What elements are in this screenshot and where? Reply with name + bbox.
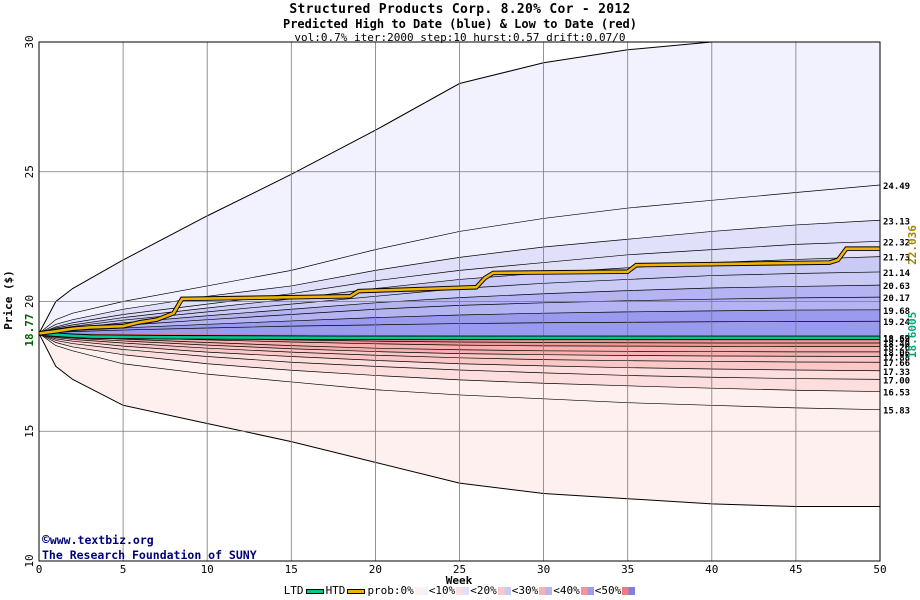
blue-band-5: [39, 271, 880, 334]
start-price-label: 18.77: [23, 313, 36, 346]
x-tick-label: 20: [369, 563, 382, 576]
quantile-end-label: 22.32: [883, 238, 910, 248]
quantile-end-label: 18.26: [883, 344, 910, 354]
quantile-end-label: 19.24: [883, 318, 911, 328]
red-band-2: [39, 333, 880, 392]
legend-swatch-5: [622, 587, 636, 595]
price-paths: [38, 246, 880, 341]
quantile-end-label: 21.73: [883, 254, 910, 264]
chart-subtitle: Predicted High to Date (blue) & Low to D…: [282, 16, 637, 31]
quantile-end-label: 20.63: [883, 282, 910, 292]
quantile-end-label: 17.88: [883, 354, 910, 364]
y-tick-label: 20: [23, 295, 36, 308]
quantile-end-label: 17.00: [883, 376, 910, 386]
quantile-end-label: 23.13: [883, 217, 910, 227]
quantile-end-label: 20.17: [883, 294, 910, 304]
x-tick-label: 35: [621, 563, 634, 576]
axis-ticks: 0 5 10 15 20 25 30 35 40 45 50 10 15 20 25 30: [23, 35, 887, 576]
x-axis-label: Week: [446, 574, 473, 587]
blue-band-2: [39, 220, 880, 334]
quantile-end-label: 15.83: [883, 407, 910, 417]
legend-bin-0: <10%: [428, 584, 456, 597]
quantile-end-label: 18.40: [883, 340, 910, 350]
y-tick-label: 30: [23, 35, 36, 48]
x-tick-label: 5: [120, 563, 127, 576]
blue-band-6: [39, 285, 880, 334]
credit-block: ©www.textbiz.org The Research Foundation…: [42, 533, 257, 562]
legend-swatch-4: [580, 587, 594, 595]
legend-bin-2: <30%: [511, 584, 539, 597]
y-tick-label: 15: [23, 425, 36, 438]
quantile-end-label: 21.14: [883, 269, 911, 279]
x-tick-label: 45: [789, 563, 802, 576]
red-band-1: [39, 333, 880, 410]
x-tick-label: 10: [201, 563, 214, 576]
legend-swatch-0: [414, 587, 428, 595]
quantile-end-label: 18.06: [883, 349, 910, 359]
legend-htd-label: HTD: [325, 584, 346, 597]
blue-band-1: [39, 184, 880, 334]
legend: LTD HTD prob:0% <10% <20% <30% <40% <50%: [0, 584, 920, 597]
red-band-4: [39, 333, 880, 371]
quantile-end-label: 16.53: [883, 389, 910, 399]
red-band-8: [39, 333, 880, 347]
quantile-end-label: 17.33: [883, 368, 910, 378]
legend-prob-label: prob:0%: [367, 584, 414, 597]
x-tick-label: 50: [873, 563, 886, 576]
ltd-final-value: 18.6005: [906, 312, 919, 358]
quantile-end-label: 18.62: [883, 334, 910, 344]
chart-title: Structured Products Corp. 8.20% Cor - 20…: [289, 2, 631, 17]
x-tick-label: 0: [36, 563, 43, 576]
blue-band-7: [39, 297, 880, 334]
quantile-labels: 24.49 23.13 22.32 21.73 21.14 20.63 20.17 19.68…: [883, 182, 911, 417]
quantile-end-label: 24.49: [883, 182, 910, 192]
y-tick-label: 10: [23, 554, 36, 567]
quantile-end-label: 17.66: [883, 359, 910, 369]
plot-frame: [38, 41, 881, 562]
y-tick-label: 25: [23, 165, 36, 178]
x-tick-label: 30: [537, 563, 550, 576]
quantile-end-label: 19.68: [883, 307, 910, 317]
ltd-path-line: [38, 332, 880, 340]
copyright-icon: ©: [42, 533, 50, 548]
x-tick-label: 25: [453, 563, 466, 576]
x-tick-label: 40: [705, 563, 718, 576]
credit-url: www.textbiz.org: [49, 533, 154, 547]
legend-bin-1: <20%: [470, 584, 497, 597]
legend-swatch-2: [497, 587, 511, 595]
legend-swatch-3: [539, 587, 553, 595]
credit-org: The Research Foundation of SUNY: [42, 547, 257, 562]
chart-title-block: Structured Products Corp. 8.20% Cor - 20…: [0, 2, 920, 44]
quantile-end-label: 18.59: [883, 335, 910, 345]
legend-bin-4: <50%: [594, 584, 622, 597]
legend-ltd-swatch: [305, 588, 324, 594]
legend-bin-3: <40%: [553, 584, 580, 597]
legend-swatch-1: [456, 587, 470, 595]
legend-htd-swatch: [347, 588, 366, 594]
legend-ltd-label: LTD: [283, 584, 304, 597]
blue-band-4: [39, 256, 880, 334]
y-axis-label: Price ($): [2, 270, 15, 330]
x-tick-label: 15: [285, 563, 298, 576]
red-band-7: [39, 333, 880, 352]
htd-final-value: 22.036: [906, 225, 919, 265]
simulation-params: vol:0.7% iter:2000 step:10 hurst:0.57 dr…: [294, 30, 626, 44]
htd-path-line: [38, 247, 880, 335]
